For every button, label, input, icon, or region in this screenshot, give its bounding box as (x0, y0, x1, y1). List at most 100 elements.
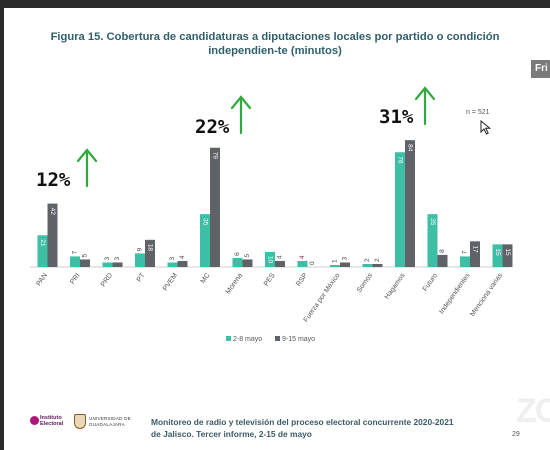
data-label: 35 (429, 218, 436, 226)
bar-s1-pt (135, 253, 145, 267)
bar-s1-pvem (167, 262, 178, 267)
category-label: PVEM (162, 272, 179, 292)
data-label: 9 (137, 247, 144, 251)
bar-s1-independientes (460, 256, 470, 267)
category-label: Independientes (438, 272, 471, 316)
iep-logo-text: Instituto Electoral (40, 415, 64, 427)
bar-s2-pvem (177, 260, 188, 267)
bar-s2-morena (242, 259, 253, 267)
udg-logo-text: UNIVERSIDAD DE GUADALAJARA (89, 416, 131, 428)
bar-s1-somos (362, 263, 373, 267)
bar-s2-hagamos (405, 140, 415, 267)
footer-line-1: Monitoreo de radio y televisión del proc… (151, 417, 454, 427)
legend-label-s2: 9-15 mayo (282, 336, 315, 343)
page-number: 29 (512, 431, 520, 438)
data-label: 42 (49, 208, 56, 216)
bar-s1-pes (265, 251, 275, 267)
iep-logo: Instituto Electoral (30, 413, 66, 437)
data-label: 10 (266, 256, 273, 264)
data-label: 3 (169, 256, 176, 260)
category-label: Futuro (422, 272, 439, 293)
legend-swatch-s2 (275, 336, 280, 341)
window-left-edge (0, 0, 4, 450)
category-label: MC (200, 272, 212, 285)
bar-s1-menciona-varias (492, 244, 503, 267)
data-label: 3 (114, 256, 121, 260)
bar-s2-menciona-varias (502, 244, 513, 267)
up-arrow-icon (230, 95, 252, 135)
bar-s2-independientes (470, 241, 480, 267)
bar-s2-pan (47, 203, 58, 267)
data-label: 0 (309, 261, 316, 265)
category-label: PRI (69, 272, 81, 286)
data-label: 84 (406, 144, 413, 152)
data-label: 6 (234, 252, 241, 256)
bar-s2-fuerza-por-méxico (340, 262, 350, 267)
bar-s1-morena (232, 257, 243, 267)
bar-s1-futuro (427, 214, 438, 267)
udg-logo-line2: GUADALAJARA (89, 422, 125, 427)
data-label: 4 (277, 255, 284, 259)
data-label: 8 (439, 249, 446, 253)
bar-s2-pes (275, 260, 285, 267)
data-label: 4 (179, 255, 186, 259)
data-label: 1 (332, 259, 339, 263)
footer-caption: Monitoreo de radio y televisión del proc… (151, 416, 491, 440)
data-label: 21 (39, 239, 46, 247)
data-label: 3 (104, 256, 111, 260)
annotation-text-mc: 22% (195, 116, 230, 138)
bar-s2-somos (372, 263, 383, 267)
category-label: Menciona varias (469, 272, 504, 318)
bar-s2-prd (112, 262, 123, 267)
annotation-text-pan: 12% (36, 169, 71, 191)
bar-s2-mc (210, 147, 220, 267)
data-label: 7 (462, 250, 469, 254)
data-label: 79 (211, 152, 218, 160)
bar-s1-fuerza-por-méxico (330, 265, 340, 267)
bar-s1-hagamos (395, 152, 405, 267)
category-label: Fuerza por México (303, 272, 342, 324)
bar-s1-mc (200, 214, 210, 267)
data-label: 5 (82, 253, 89, 257)
bar-s1-pan (37, 235, 48, 267)
bar-s2-pt (145, 239, 155, 267)
legend-label-s1: 2-8 mayo (233, 336, 262, 343)
udg-logo-line1: UNIVERSIDAD DE (89, 416, 131, 421)
iep-logo-icon (30, 416, 39, 425)
category-label: PRD (100, 272, 114, 288)
category-label: Somos (356, 272, 375, 294)
data-label: 2 (364, 258, 371, 262)
data-label: 2 (374, 258, 381, 262)
bar-s1-prd (102, 262, 113, 267)
bar-s2-futuro (437, 254, 448, 267)
category-label: PT (136, 272, 147, 284)
annotation-text-hagamos: 31% (379, 106, 414, 128)
figure-title: Figura 15. Cobertura de candidaturas a d… (50, 31, 500, 57)
up-arrow-icon (76, 148, 98, 188)
category-label: Morena (225, 272, 244, 296)
data-label: 76 (396, 156, 403, 164)
category-label: PAN (35, 272, 49, 287)
data-label: 7 (72, 250, 79, 254)
data-label: 35 (201, 218, 208, 226)
category-label: PES (263, 272, 277, 288)
mouse-cursor-icon (480, 120, 492, 135)
udg-logo: UNIVERSIDAD DE GUADALAJARA (74, 412, 136, 438)
data-label: 3 (342, 256, 349, 260)
side-panel-tab[interactable]: Fri (531, 60, 550, 78)
data-label: 15 (494, 248, 501, 256)
bar-s2-pri (80, 259, 90, 267)
sample-size-note: n = 521 (466, 109, 490, 116)
zoom-watermark: ZO (516, 392, 550, 430)
legend-swatch-s1 (226, 336, 231, 341)
up-arrow-icon (414, 86, 436, 126)
data-label: 15 (504, 248, 511, 256)
data-label: 4 (299, 255, 306, 259)
footer-line-2: de Jalisco. Tercer informe, 2-15 de mayo (151, 429, 312, 439)
data-label: 17 (471, 245, 478, 253)
category-label: RSP (295, 272, 309, 288)
udg-crest-icon (74, 414, 86, 429)
category-label: Hagamos (384, 272, 407, 301)
data-label: 18 (146, 244, 153, 252)
